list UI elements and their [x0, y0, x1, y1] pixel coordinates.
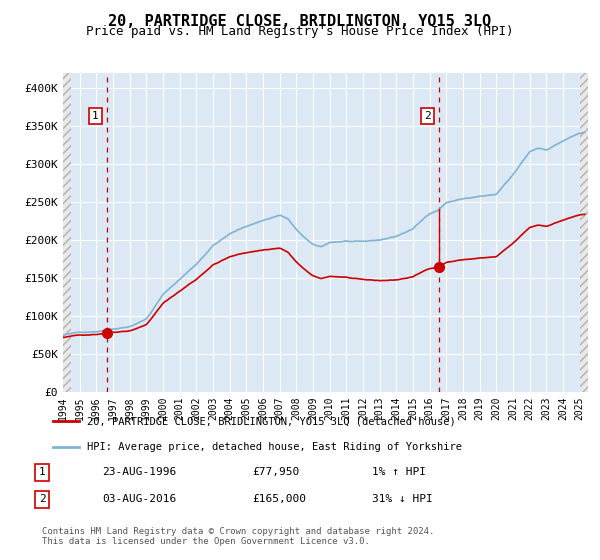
Bar [580, 73, 588, 392]
Text: HPI: Average price, detached house, East Riding of Yorkshire: HPI: Average price, detached house, East… [87, 442, 462, 452]
Text: Contains HM Land Registry data © Crown copyright and database right 2024.
This d: Contains HM Land Registry data © Crown c… [42, 526, 434, 546]
Text: 20, PARTRIDGE CLOSE, BRIDLINGTON, YO15 3LQ (detached house): 20, PARTRIDGE CLOSE, BRIDLINGTON, YO15 3… [87, 416, 455, 426]
Text: 2: 2 [424, 111, 431, 121]
Text: 2: 2 [38, 494, 46, 504]
Text: 03-AUG-2016: 03-AUG-2016 [102, 494, 176, 504]
Text: Price paid vs. HM Land Registry's House Price Index (HPI): Price paid vs. HM Land Registry's House … [86, 25, 514, 38]
Text: 31% ↓ HPI: 31% ↓ HPI [372, 494, 433, 504]
Text: 23-AUG-1996: 23-AUG-1996 [102, 467, 176, 477]
Text: 20, PARTRIDGE CLOSE, BRIDLINGTON, YO15 3LQ: 20, PARTRIDGE CLOSE, BRIDLINGTON, YO15 3… [109, 14, 491, 29]
Text: £77,950: £77,950 [252, 467, 299, 477]
Text: £165,000: £165,000 [252, 494, 306, 504]
Bar [63, 73, 71, 392]
Text: 1% ↑ HPI: 1% ↑ HPI [372, 467, 426, 477]
Text: 1: 1 [38, 467, 46, 477]
Text: 1: 1 [92, 111, 99, 121]
